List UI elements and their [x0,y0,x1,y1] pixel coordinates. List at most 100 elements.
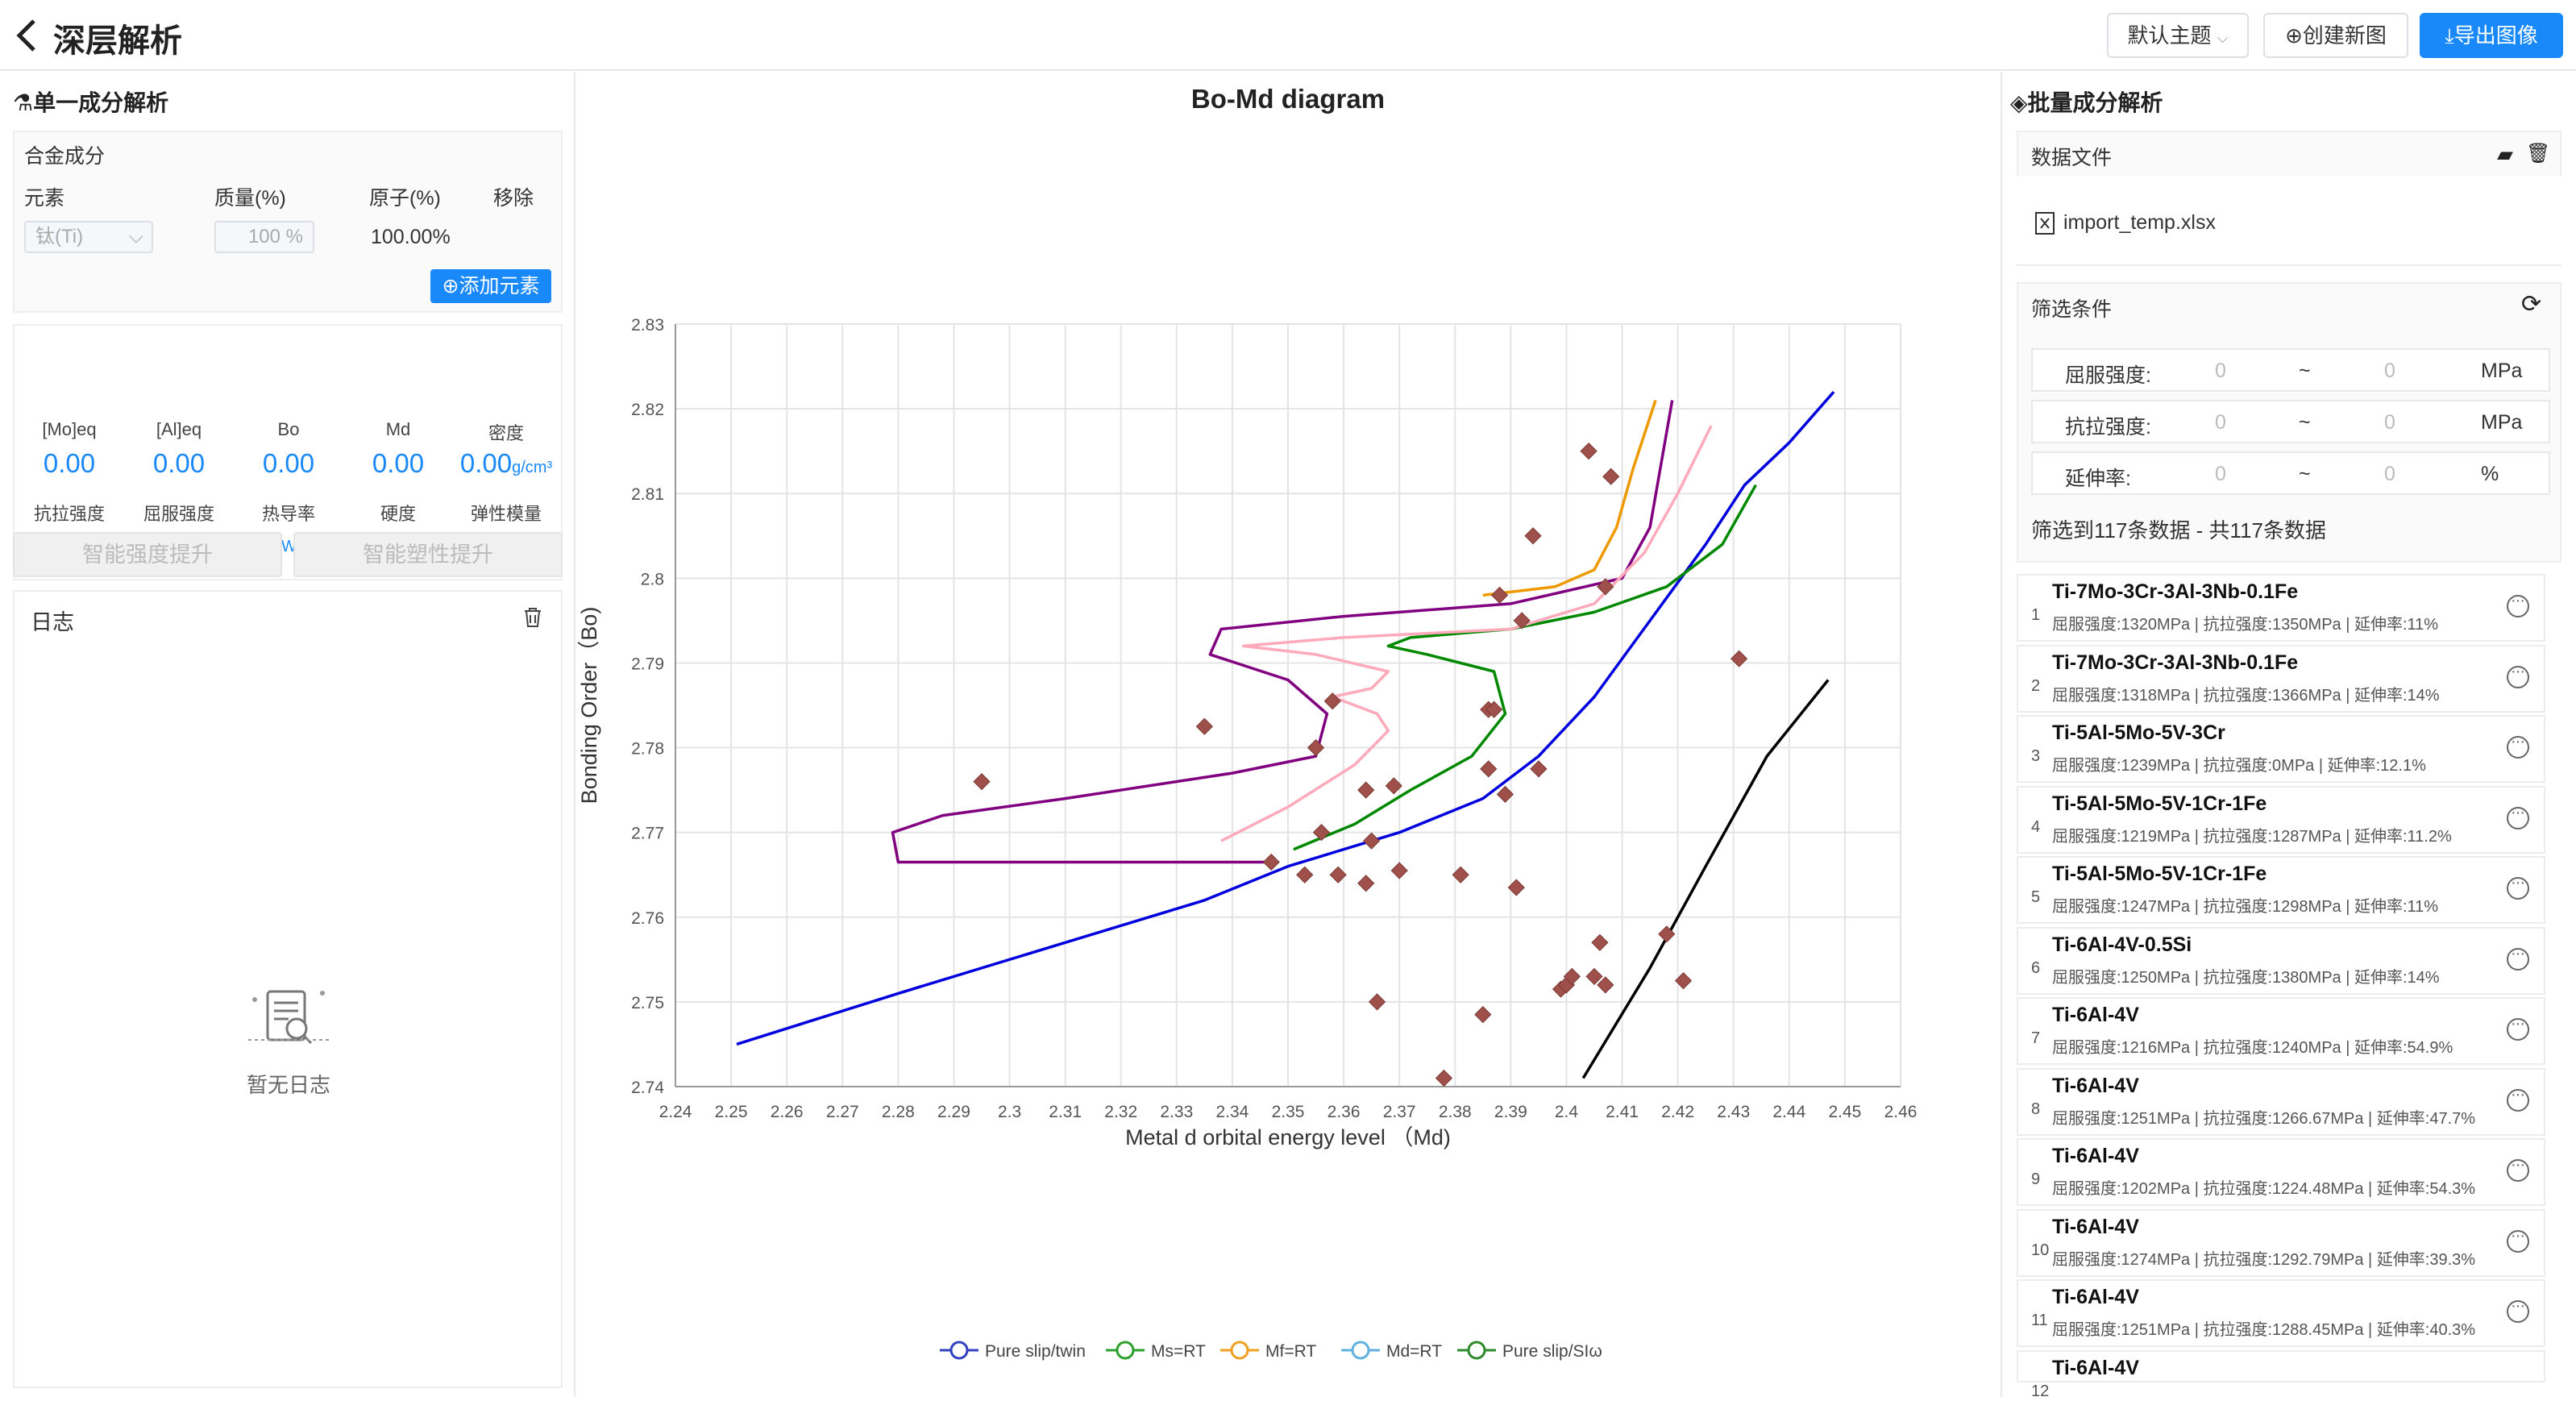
item-name: Ti-6Al-4V [2052,1356,2139,1379]
export-image-button[interactable]: ⤓导出图像 [2420,13,2563,58]
result-list-item[interactable]: 6 Ti-6Al-4V-0.5Si 屈服强度:1250MPa | 抗拉强度:13… [2017,926,2545,995]
data-point [1585,967,1603,985]
data-point [1496,785,1514,803]
result-list-item[interactable]: 4 Ti-5Al-5Mo-5V-1Cr-1Fe 屈服强度:1219MPa | 抗… [2017,785,2545,854]
item-name: Ti-5Al-5Mo-5V-1Cr-1Fe [2052,863,2267,885]
filter-max-input[interactable]: 0 [2384,463,2395,485]
item-name: Ti-7Mo-3Cr-3Al-3Nb-0.1Fe [2052,651,2299,674]
item-index: 4 [2031,817,2041,836]
folder-icon[interactable]: ▰ [2497,142,2513,166]
result-list-item[interactable]: 10 Ti-6Al-4V 屈服强度:1274MPa | 抗拉强度:1292.79… [2017,1208,2545,1277]
theme-select[interactable]: 默认主题 ⌵ [2107,13,2249,58]
refresh-icon[interactable]: ⟳ [2521,291,2542,318]
more-options-icon[interactable] [2507,733,2529,759]
item-properties: 屈服强度:1239MPa | 抗拉强度:0MPa | 延伸率:12.1% [2052,757,2426,775]
x-tick-label: 2.32 [1104,1103,1137,1121]
result-list-item[interactable]: 11 Ti-6Al-4V 屈服强度:1251MPa | 抗拉强度:1288.45… [2017,1279,2545,1347]
back-icon[interactable] [11,16,44,55]
composition-title: 合金成分 [24,145,106,168]
more-options-icon[interactable] [2507,663,2529,688]
result-list-item[interactable]: 5 Ti-5Al-5Mo-5V-1Cr-1Fe 屈服强度:1247MPa | 抗… [2017,856,2545,924]
item-name: Ti-6Al-4V-0.5Si [2052,933,2192,956]
data-point [1591,933,1609,951]
chevron-down-icon: ⌵ [128,226,143,247]
add-element-button[interactable]: ⊕添加元素 [430,269,551,303]
result-list-item[interactable]: 7 Ti-6Al-4V 屈服强度:1216MPa | 抗拉强度:1240MPa … [2017,997,2545,1065]
layers-icon: ◈ [2010,90,2028,115]
legend-marker[interactable] [1351,1341,1370,1360]
item-index: 10 [2031,1241,2050,1259]
data-point [1524,527,1542,545]
y-tick-label: 2.76 [631,909,664,928]
data-point [1730,650,1748,667]
x-tick-label: 2.36 [1327,1103,1361,1121]
smart-plasticity-button[interactable]: 智能塑性提升 [293,532,563,577]
metric-value: 0.00 [224,448,353,479]
more-options-icon[interactable] [2507,945,2529,971]
result-list-item[interactable]: 12 Ti-6Al-4V [2017,1349,2545,1400]
more-options-icon[interactable] [2507,1156,2529,1182]
legend-marker[interactable] [949,1341,969,1360]
atomic-value: 100.00% [371,226,451,248]
more-options-icon[interactable] [2507,1086,2529,1112]
filter-min-input[interactable]: 0 [2215,360,2226,382]
data-point [1357,875,1375,892]
legend-marker[interactable] [1230,1341,1249,1360]
single-analysis-title-text: 单一成分解析 [33,90,169,115]
x-tick-label: 2.26 [771,1103,804,1121]
item-name: Ti-5Al-5Mo-5V-3Cr [2052,721,2225,744]
create-chart-button[interactable]: ⊕创建新图 [2263,13,2408,58]
metric-label: 热导率 [261,504,315,524]
filter-min-input[interactable]: 0 [2215,411,2226,434]
chart-area: Bo-Md diagram 2.24 2.25 2.26 2.27 2.28 2.29 2.3… [577,73,1999,1397]
more-options-icon[interactable] [2507,874,2529,900]
filter-max-input[interactable]: 0 [2384,411,2395,434]
file-name[interactable]: import_temp.xlsx [2063,211,2216,234]
legend-marker[interactable] [1116,1341,1135,1360]
data-point [973,772,991,791]
result-list-item[interactable]: 8 Ti-6Al-4V 屈服强度:1251MPa | 抗拉强度:1266.67M… [2017,1067,2545,1136]
mass-input[interactable]: 100 % [214,221,314,253]
data-point [1597,578,1614,596]
data-point [1312,824,1331,842]
data-point [1296,866,1314,883]
filter-min-input[interactable]: 0 [2215,463,2226,485]
item-name: Ti-6Al-4V [2052,1286,2139,1308]
x-tick-label: 2.35 [1272,1103,1305,1121]
result-list-item[interactable]: 9 Ti-6Al-4V 屈服强度:1202MPa | 抗拉强度:1224.48M… [2017,1138,2545,1206]
more-options-icon[interactable] [2507,592,2529,617]
element-select[interactable]: 钛(Ti) ⌵ [24,221,153,253]
x-tick-label: 2.29 [937,1103,970,1121]
item-index: 3 [2031,747,2041,765]
item-properties: 屈服强度:1250MPa | 抗拉强度:1380MPa | 延伸率:14% [2052,968,2440,987]
more-options-icon[interactable] [2507,804,2529,829]
download-icon: ⤓ [2445,23,2454,48]
item-name: Ti-6Al-4V [2052,1074,2139,1097]
metric-number: 0.00 [43,448,96,478]
series-line [1293,484,1757,851]
more-options-icon[interactable] [2507,1227,2529,1253]
legend-marker[interactable] [1467,1341,1486,1360]
item-name: Ti-6Al-4V [2052,1215,2139,1238]
item-properties: 屈服强度:1219MPa | 抗拉强度:1287MPa | 延伸率:11.2% [2052,827,2452,846]
more-options-icon[interactable] [2507,1297,2529,1323]
filter-row: 延伸率: 0 ~0% [2031,451,2550,495]
trash-icon[interactable] [522,606,543,629]
item-index: 7 [2031,1029,2041,1047]
element-select-value: 钛(Ti) [35,226,84,247]
result-list-item[interactable]: 1 Ti-7Mo-3Cr-3Al-3Nb-0.1Fe 屈服强度:1320MPa … [2017,574,2545,642]
metric-label: 弹性模量 [470,504,542,524]
filter-unit: MPa [2481,360,2523,382]
x-tick-label: 2.46 [1884,1103,1917,1121]
result-list-item[interactable]: 3 Ti-5Al-5Mo-5V-3Cr 屈服强度:1239MPa | 抗拉强度:… [2017,715,2545,783]
data-point [1480,760,1498,778]
x-tick-label: 2.41 [1606,1103,1639,1121]
item-properties: 屈服强度:1247MPa | 抗拉强度:1298MPa | 延伸率:11% [2052,898,2439,916]
more-options-icon[interactable] [2507,1015,2529,1041]
smart-strength-button[interactable]: 智能强度提升 [13,532,282,577]
filter-max-input[interactable]: 0 [2384,360,2395,382]
x-tick-label: 2.45 [1828,1103,1861,1121]
theme-select-label: 默认主题 [2127,23,2212,48]
trash-icon[interactable]: 🗑 [2526,143,2551,164]
result-list-item[interactable]: 2 Ti-7Mo-3Cr-3Al-3Nb-0.1Fe 屈服强度:1318MPa … [2017,644,2545,713]
